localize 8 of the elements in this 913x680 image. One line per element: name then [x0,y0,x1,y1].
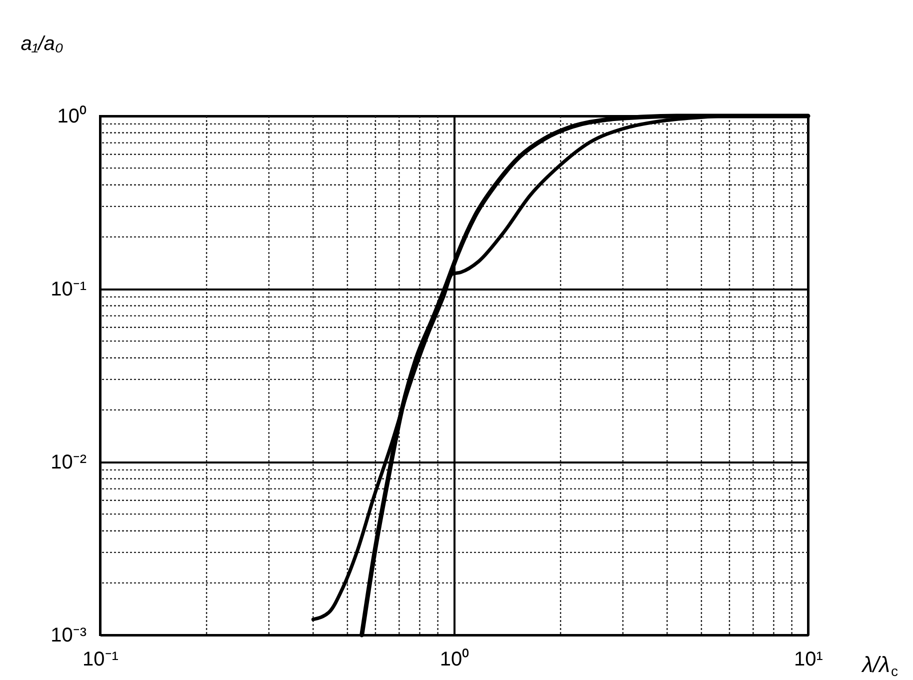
x-tick-label: 10⁻¹ [82,648,119,670]
x-tick-label: 10¹ [794,648,824,670]
y-tick-label: 10⁻³ [50,624,87,646]
y-tick-label: 10⁻² [50,452,87,474]
y-axis-title: a₁/a₀ [20,33,64,55]
y-tick-label: 10⁰ [57,104,86,128]
y-tick-label: 10⁻¹ [50,278,87,300]
x-tick-label: 10⁰ [440,648,470,670]
